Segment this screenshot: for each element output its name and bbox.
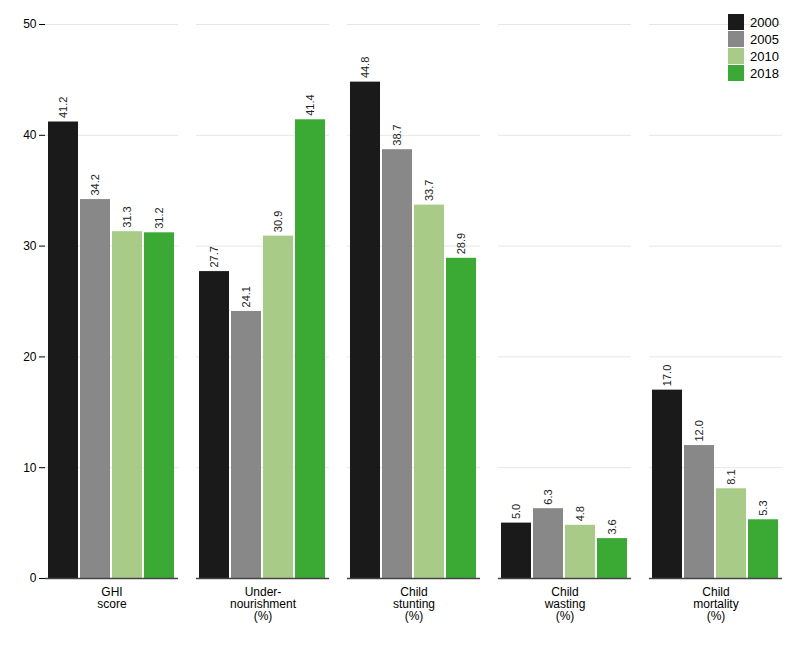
svg-text:38.7: 38.7: [391, 124, 403, 145]
svg-text:41.2: 41.2: [57, 97, 69, 118]
svg-text:10: 10: [23, 461, 37, 475]
svg-text:28.9: 28.9: [455, 233, 467, 254]
svg-text:31.2: 31.2: [153, 207, 165, 228]
svg-text:Under-nourishment(%): Under-nourishment(%): [230, 585, 297, 623]
svg-text:17.0: 17.0: [661, 365, 673, 386]
svg-text:0: 0: [30, 571, 37, 585]
svg-text:27.7: 27.7: [208, 246, 220, 267]
svg-text:8.1: 8.1: [725, 469, 737, 484]
svg-text:40: 40: [23, 128, 37, 142]
svg-text:34.2: 34.2: [89, 174, 101, 195]
svg-text:Childstunting(%): Childstunting(%): [393, 585, 435, 623]
html-text:2010: 2010: [750, 48, 779, 64]
svg-text:24.1: 24.1: [240, 286, 252, 307]
svg-text:6.3: 6.3: [542, 489, 554, 504]
html-text:2018: 2018: [750, 65, 779, 81]
svg-text:Childmortality(%): Childmortality(%): [693, 585, 738, 623]
svg-text:30: 30: [23, 239, 37, 253]
svg-text:31.3: 31.3: [121, 206, 133, 227]
html-text:2000: 2000: [750, 14, 779, 30]
svg-text:5.3: 5.3: [757, 500, 769, 515]
svg-text:4.8: 4.8: [574, 506, 586, 521]
svg-text:3.6: 3.6: [606, 519, 618, 534]
svg-text:5.0: 5.0: [510, 504, 522, 519]
svg-text:GHIscore: GHIscore: [97, 585, 127, 611]
svg-text:20: 20: [23, 350, 37, 364]
svg-text:Childwasting(%): Childwasting(%): [544, 585, 586, 623]
svg-text:41.4: 41.4: [304, 94, 316, 115]
svg-text:44.8: 44.8: [359, 57, 371, 78]
svg-text:12.0: 12.0: [693, 420, 705, 441]
html-text:2005: 2005: [750, 31, 779, 47]
svg-text:50: 50: [23, 17, 37, 31]
svg-text:33.7: 33.7: [423, 180, 435, 201]
svg-text:30.9: 30.9: [272, 211, 284, 232]
